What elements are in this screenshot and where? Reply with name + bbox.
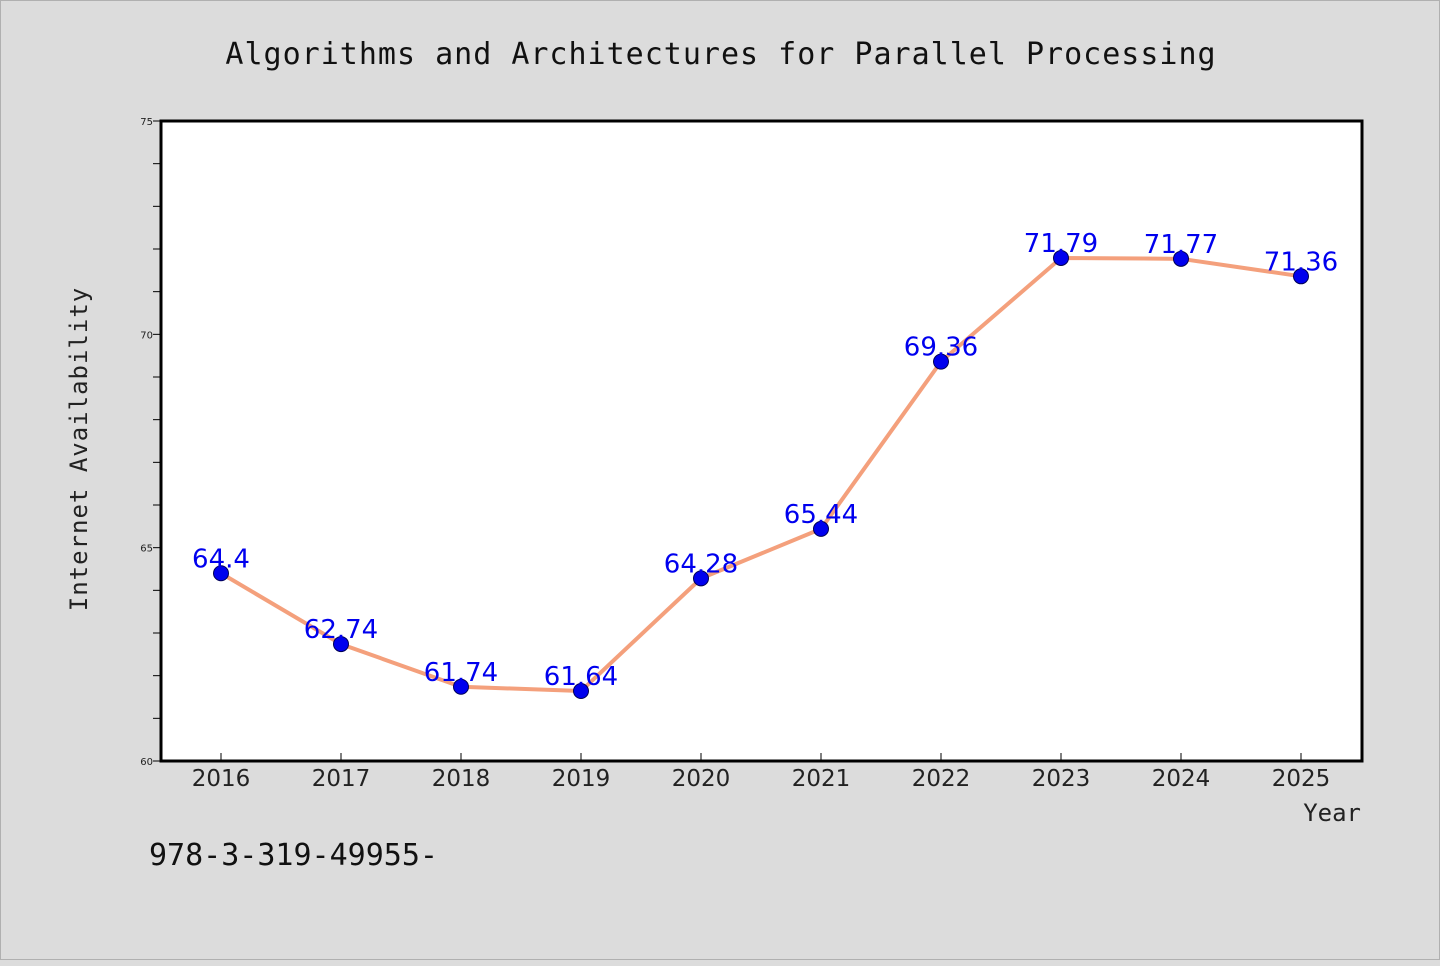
x-tick-label: 2020	[672, 766, 731, 792]
series-line	[219, 255, 1302, 694]
isbn-footer: 978-3-319-49955-	[149, 838, 438, 873]
data-point	[933, 353, 949, 370]
x-tick-label: 2016	[192, 766, 251, 792]
data-point	[693, 570, 709, 587]
data-label: 61.74	[424, 658, 498, 688]
x-tick-label: 2025	[1272, 766, 1331, 792]
data-point	[213, 565, 229, 582]
series-polyline	[219, 255, 1302, 694]
data-point	[1293, 268, 1309, 285]
data-point	[1173, 250, 1189, 267]
y-tick-label: 60	[140, 757, 153, 768]
y-tick-label: 65	[140, 544, 153, 555]
chart-title: Algorithms and Architectures for Paralle…	[225, 37, 1216, 72]
x-tick-label: 2021	[792, 766, 851, 792]
data-points	[213, 249, 1309, 700]
data-point	[1053, 249, 1069, 266]
data-labels: 64.4 62.74 61.74 61.64 64.28 65.44 69.36 71.79 7…	[192, 229, 1338, 692]
x-axis: 2016 2017 2018 2019 2020 2021 2022 2023 2024 2025	[192, 753, 1331, 792]
data-label: 71.36	[1264, 247, 1338, 277]
data-label: 62.74	[304, 615, 378, 645]
data-point	[573, 683, 589, 700]
data-point	[813, 520, 829, 537]
data-label: 71.77	[1144, 230, 1218, 260]
x-tick-label: 2018	[432, 766, 491, 792]
plot-area	[159, 119, 1364, 763]
data-point	[453, 678, 469, 695]
x-axis-label: Year	[1303, 799, 1361, 827]
x-tick-label: 2019	[552, 766, 611, 792]
x-tick-label: 2023	[1032, 766, 1091, 792]
data-label: 64.28	[664, 549, 738, 579]
data-point	[333, 636, 349, 653]
y-axis: 60 65 70 75	[140, 117, 161, 768]
data-label: 64.4	[192, 544, 250, 574]
y-tick-label: 70	[140, 330, 153, 341]
y-axis-label: Internet Availability	[65, 287, 93, 611]
data-label: 65.44	[784, 500, 858, 530]
data-label: 69.36	[904, 333, 978, 363]
x-tick-label: 2024	[1152, 766, 1211, 792]
data-label: 71.79	[1024, 229, 1098, 259]
x-tick-label: 2022	[912, 766, 971, 792]
data-label: 61.64	[544, 662, 618, 692]
x-tick-label: 2017	[312, 766, 371, 792]
y-tick-label: 75	[140, 117, 153, 128]
